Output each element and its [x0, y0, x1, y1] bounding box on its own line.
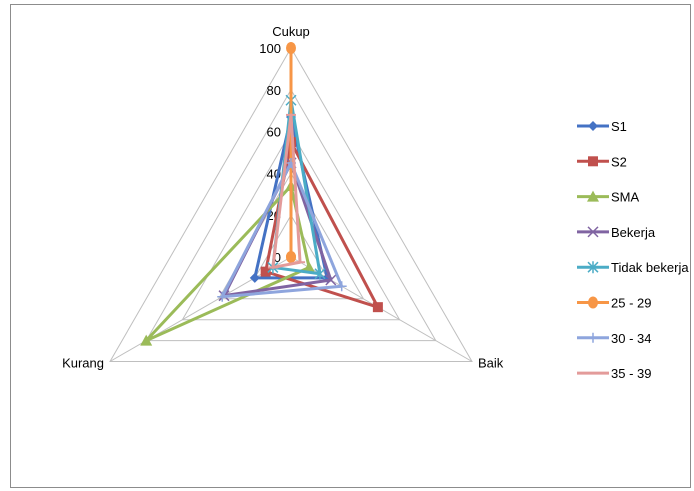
grid-ring: [109, 46, 473, 362]
series-35-39: [267, 113, 306, 269]
legend-item: S2: [577, 154, 627, 169]
marker: [587, 190, 599, 202]
series-line: [220, 161, 344, 299]
marker: [588, 296, 598, 309]
legend-item: SMA: [577, 190, 640, 205]
tick-label: 100: [259, 41, 281, 56]
legend-item: Tidak bekerja: [577, 260, 689, 275]
marker: [587, 261, 599, 274]
marker: [588, 121, 598, 131]
radar-series: [140, 42, 383, 346]
legend-item: 30 - 34: [577, 331, 651, 346]
marker: [588, 332, 598, 343]
axis-label: Baik: [478, 356, 504, 371]
legend-label: S2: [611, 154, 627, 169]
legend-label: Bekerja: [611, 225, 656, 240]
legend-label: SMA: [611, 190, 640, 205]
legend-label: Tidak bekerja: [611, 260, 689, 275]
marker: [325, 274, 337, 286]
chart-legend: S1 S2 SMA Bekerja Tidak bekerja 25 - 29 30 - 3…: [577, 119, 689, 381]
legend-item: 25 - 29: [577, 296, 651, 311]
marker: [140, 334, 153, 346]
series-30-34: [217, 157, 347, 302]
grid-ring: [145, 88, 437, 342]
tick-label: 80: [267, 83, 281, 98]
legend-item: Bekerja: [577, 225, 656, 240]
tick-label: 60: [267, 125, 281, 140]
legend-label: 30 - 34: [611, 331, 651, 346]
marker: [587, 226, 599, 238]
marker: [336, 281, 347, 292]
legend-label: 35 - 39: [611, 366, 651, 381]
marker: [260, 266, 271, 277]
marker: [217, 291, 228, 302]
series-line: [144, 184, 311, 343]
radar-axis-labels: Cukup Baik Kurang: [62, 24, 504, 371]
grid-ring: [181, 130, 401, 321]
series-line: [271, 113, 302, 269]
marker: [314, 267, 326, 280]
legend-label: S1: [611, 119, 627, 134]
axis-label: Cukup: [272, 24, 310, 39]
marker: [372, 302, 383, 313]
marker: [286, 42, 296, 54]
legend-label: 25 - 29: [611, 296, 651, 311]
marker: [286, 251, 296, 263]
legend-item: S1: [577, 119, 627, 134]
marker: [303, 261, 316, 273]
marker: [588, 156, 598, 167]
marker: [249, 272, 260, 283]
tick-label: 0: [274, 250, 281, 265]
chart-frame: [10, 4, 691, 488]
axis-label: Kurang: [62, 356, 104, 371]
legend-item: 35 - 39: [577, 366, 651, 381]
